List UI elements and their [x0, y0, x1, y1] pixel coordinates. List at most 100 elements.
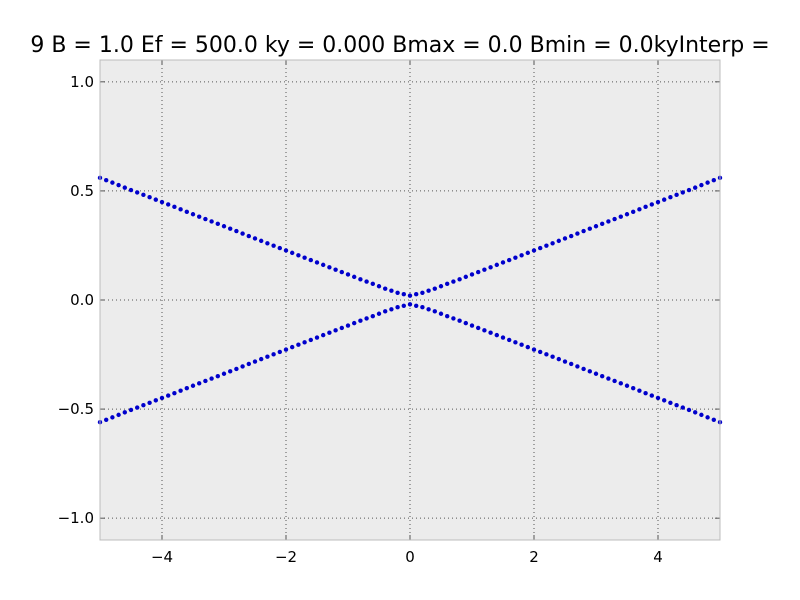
data-point [327, 330, 332, 335]
data-point [407, 293, 413, 298]
data-point [283, 347, 289, 352]
data-point [612, 216, 617, 222]
data-point [376, 284, 382, 289]
data-point [463, 274, 468, 280]
data-point [624, 383, 630, 388]
data-point [153, 197, 158, 202]
data-point [221, 224, 227, 229]
data-point [593, 371, 599, 376]
y-tick-label: 0.5 [70, 182, 94, 200]
data-point [166, 393, 171, 398]
data-point [395, 290, 400, 295]
data-point [531, 347, 537, 352]
data-point [252, 236, 258, 241]
data-point [209, 376, 214, 381]
data-point [290, 250, 295, 256]
data-point [562, 359, 568, 364]
y-tick-label: 1.0 [70, 73, 94, 91]
data-point [122, 185, 128, 190]
data-point [674, 192, 679, 198]
data-point [358, 277, 363, 282]
data-point [631, 385, 636, 391]
data-point [265, 241, 270, 246]
data-point [370, 313, 375, 319]
data-point [271, 352, 276, 357]
data-point [339, 269, 344, 275]
data-point [240, 364, 245, 369]
data-point [203, 378, 208, 384]
data-point [476, 325, 481, 331]
data-point [686, 407, 692, 413]
data-point [451, 316, 456, 321]
data-point [339, 325, 344, 331]
data-point [655, 199, 661, 205]
data-point [432, 286, 437, 291]
data-point [426, 307, 431, 312]
axis-ticks [100, 60, 720, 540]
data-point [445, 313, 450, 319]
x-tick-label: 0 [405, 548, 415, 566]
data-point [283, 248, 289, 253]
data-point [290, 344, 295, 350]
data-point [438, 311, 444, 316]
data-point [463, 320, 468, 326]
data-point [538, 245, 543, 251]
data-point [414, 303, 419, 308]
data-point [538, 349, 543, 355]
data-point [674, 402, 679, 408]
chart-title: 9 B = 1.0 Ef = 500.0 ky = 0.000 Bmax = 0… [30, 33, 769, 58]
data-point [494, 332, 499, 338]
data-point [680, 405, 685, 410]
data-point [649, 393, 654, 398]
data-point [383, 309, 388, 314]
data-point [358, 318, 363, 323]
data-point [153, 398, 158, 403]
data-point [234, 366, 239, 372]
y-axis-tick-labels: −1.0 −0.5 0.0 0.5 1.0 [58, 73, 94, 527]
data-point [364, 316, 369, 321]
data-point [575, 364, 580, 369]
data-point [525, 250, 530, 256]
data-point [581, 228, 586, 234]
data-point [686, 187, 692, 193]
data-point [327, 265, 332, 270]
data-point [562, 236, 568, 241]
data-point [228, 226, 233, 231]
data-point [197, 214, 202, 219]
data-point [128, 187, 134, 193]
data-point [116, 182, 121, 188]
data-point [166, 202, 171, 207]
data-point [494, 262, 499, 268]
data-point [345, 323, 351, 328]
data-point [426, 288, 431, 293]
data-point [110, 415, 115, 420]
data-point [693, 185, 698, 190]
data-point [500, 335, 506, 340]
data-point [593, 224, 599, 229]
data-point [383, 286, 388, 291]
x-tick-label: −2 [275, 548, 297, 566]
data-point [259, 238, 264, 244]
data-point [643, 390, 648, 396]
data-point [277, 245, 282, 251]
y-tick-label: 0.0 [70, 291, 94, 309]
data-point [513, 255, 518, 260]
data-point [705, 180, 710, 185]
data-point [345, 272, 351, 277]
data-point [321, 332, 326, 338]
data-point [525, 344, 530, 350]
data-point [352, 320, 357, 326]
data-point [389, 288, 394, 293]
data-point [457, 318, 462, 323]
data-point [631, 209, 636, 215]
data-point [556, 238, 561, 244]
data-point [240, 231, 245, 236]
data-point [544, 352, 549, 357]
data-point [215, 221, 220, 227]
data-point [215, 373, 220, 379]
data-point [172, 390, 177, 396]
data-point [389, 307, 394, 312]
data-point [128, 407, 134, 413]
data-point [445, 281, 450, 287]
